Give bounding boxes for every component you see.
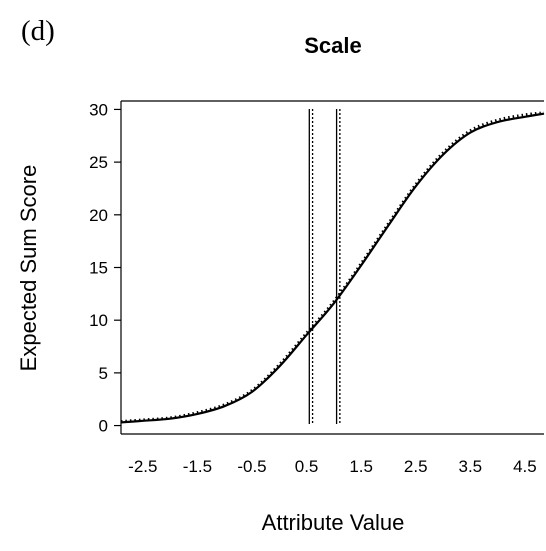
x-tick-label: 0.5 <box>295 457 319 476</box>
y-axis-title: Expected Sum Score <box>16 165 41 372</box>
series-line-dotted <box>120 111 545 423</box>
x-axis-title: Attribute Value <box>262 510 405 535</box>
y-tick-label: 0 <box>99 417 108 436</box>
x-tick-label: 3.5 <box>458 457 482 476</box>
x-tick-label: -2.5 <box>128 457 157 476</box>
x-tick-label: -1.5 <box>183 457 212 476</box>
series-line-solid <box>120 112 545 424</box>
y-tick-label: 25 <box>89 153 108 172</box>
plot-area: 0 5 10 15 20 25 30 -2.5 -1.5 -0.5 0.5 1.5 2.5 3.5 4.5 <box>89 100 545 476</box>
chart-title: Scale <box>304 33 362 58</box>
y-tick-label: 20 <box>89 206 108 225</box>
panel-label: (d) <box>21 15 55 47</box>
y-tick-label: 10 <box>89 311 108 330</box>
y-tick-label: 15 <box>89 259 108 278</box>
x-tick-label: 1.5 <box>349 457 373 476</box>
y-tick-label: 30 <box>89 100 108 119</box>
y-tick-label: 5 <box>99 364 108 383</box>
x-tick-label: -0.5 <box>237 457 266 476</box>
x-tick-label: 2.5 <box>404 457 428 476</box>
x-tick-label: 4.5 <box>513 457 537 476</box>
